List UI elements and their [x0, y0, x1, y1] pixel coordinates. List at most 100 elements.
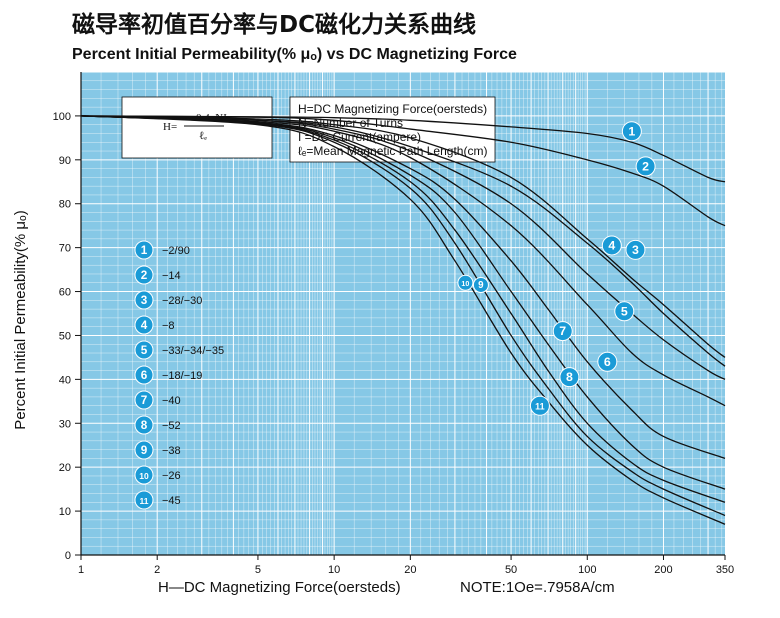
badge-number: 6 — [141, 369, 148, 382]
badge-circle — [134, 315, 154, 335]
badge-circle — [134, 290, 154, 310]
curve-badge-1: 1 — [621, 121, 642, 142]
curve-badge-4: 4 — [601, 235, 622, 256]
curve-badge-8: 8 — [559, 367, 580, 388]
badge-circle — [134, 490, 154, 510]
badge-circle — [621, 121, 642, 142]
curve-labels: 1 2 3 4 5 6 7 8 9 10 11 — [457, 121, 656, 416]
badge-circle — [134, 240, 154, 260]
legend-badge-10: 10 — [134, 465, 154, 485]
y-tick-label: 30 — [59, 418, 71, 430]
curve-badge-2: 2 — [635, 156, 656, 177]
badge-circle — [134, 390, 154, 410]
curve-badge-9: 9 — [472, 276, 489, 293]
legend-text-1: −2/90 — [162, 245, 190, 257]
badge-circle — [614, 301, 635, 322]
curve-badge-10: 10 — [457, 274, 474, 291]
y-tick-label: 70 — [59, 243, 71, 255]
badge-circle — [134, 465, 154, 485]
legend-badge-3: 3 — [134, 290, 154, 310]
x-tick-label: 2 — [154, 564, 160, 576]
x-tick-label: 200 — [654, 564, 672, 576]
curve-9 — [80, 115, 726, 503]
legend-text-9: −38 — [162, 445, 181, 457]
y-tick-label: 0 — [65, 550, 71, 562]
legend-badge-11: 11 — [134, 490, 154, 510]
badge-number: 5 — [621, 304, 628, 318]
badge-number: 10 — [461, 280, 469, 288]
y-tick-label: 50 — [59, 330, 71, 342]
x-tick-label: 100 — [578, 564, 596, 576]
x-tick-label: 10 — [328, 564, 340, 576]
badge-number: 4 — [608, 238, 615, 252]
badge-number: 9 — [478, 280, 484, 291]
curve-5 — [80, 115, 726, 380]
legend-badge-6: 6 — [134, 365, 154, 385]
curves — [80, 115, 726, 525]
badge-number: 2 — [642, 159, 649, 173]
badge-number: 3 — [632, 243, 639, 257]
badge-circle — [134, 415, 154, 435]
badge-circle — [529, 395, 550, 416]
legend-text-4: −8 — [162, 320, 175, 332]
badge-number: 8 — [141, 419, 148, 432]
legend-text-2: −14 — [162, 270, 181, 282]
badge-circle — [134, 340, 154, 360]
formula-denominator: ℓₑ — [199, 130, 207, 142]
x-tick-label: 5 — [255, 564, 261, 576]
y-tick-label: 20 — [59, 462, 71, 474]
legend-badge-1: 1 — [134, 240, 154, 260]
curve-8 — [80, 115, 726, 490]
legend-text-6: −18/−19 — [162, 370, 202, 382]
badge-circle — [559, 367, 580, 388]
curve-badge-5: 5 — [614, 301, 635, 322]
axes — [80, 72, 725, 556]
badge-number: 3 — [141, 294, 148, 307]
curve-badge-7: 7 — [552, 321, 573, 342]
legend-badge-4: 4 — [134, 315, 154, 335]
y-axis-label: Percent Initial Permeability(% μₒ) — [12, 210, 29, 429]
y-tick-label: 60 — [59, 287, 71, 299]
badge-number: 11 — [535, 402, 545, 412]
badge-number: 10 — [139, 471, 149, 481]
legend-badge-2: 2 — [134, 265, 154, 285]
legend-text-3: −28/−30 — [162, 295, 202, 307]
y-tick-label: 80 — [59, 199, 71, 211]
curve-6 — [80, 115, 726, 407]
definition-h: H=DC Magnetizing Force(oersteds) — [298, 102, 487, 116]
badge-circle — [597, 351, 618, 372]
legend-badge-8: 8 — [134, 415, 154, 435]
legend-badge-5: 5 — [134, 340, 154, 360]
badge-circle — [625, 239, 646, 260]
x-tick-label: 1 — [78, 564, 84, 576]
badge-circle — [134, 365, 154, 385]
legend-text-8: −52 — [162, 420, 181, 432]
x-axis-label: H—DC Magnetizing Force(oersteds) — [158, 579, 401, 596]
legend-text-5: −33/−34/−35 — [162, 345, 224, 357]
badge-circle — [134, 265, 154, 285]
badge-number: 9 — [141, 444, 148, 457]
legend-text-7: −40 — [162, 395, 181, 407]
curve-3 — [80, 115, 726, 358]
curve-2 — [80, 115, 726, 227]
y-tick-label: 40 — [59, 374, 71, 386]
y-ticks: 0 10 20 30 40 50 60 70 80 90 100 — [53, 111, 81, 562]
badge-circle — [635, 156, 656, 177]
badge-number: 5 — [141, 344, 148, 357]
legend: 1 −2/90 2 −14 3 −28/−30 4 −8 5 −33/−34/−35 6 −18/−1… — [134, 240, 224, 510]
legend-text-11: −45 — [162, 495, 181, 507]
legend-badge-9: 9 — [134, 440, 154, 460]
badge-circle — [457, 274, 474, 291]
badge-number: 7 — [141, 394, 148, 407]
badge-number: 4 — [141, 319, 148, 332]
x-ticks: 1 2 5 10 20 50 100 200 350 — [78, 555, 734, 576]
badge-number: 6 — [604, 355, 611, 369]
curve-7 — [80, 115, 726, 460]
chart-title: 磁导率初值百分率与DC磁化力关系曲线 — [72, 11, 476, 38]
formula-box: H= 0.4πNI ℓₑ — [121, 96, 273, 159]
curve-badge-11: 11 — [529, 395, 550, 416]
curve-11 — [80, 115, 726, 525]
badge-number: 2 — [141, 269, 148, 282]
badge-circle — [472, 276, 489, 293]
